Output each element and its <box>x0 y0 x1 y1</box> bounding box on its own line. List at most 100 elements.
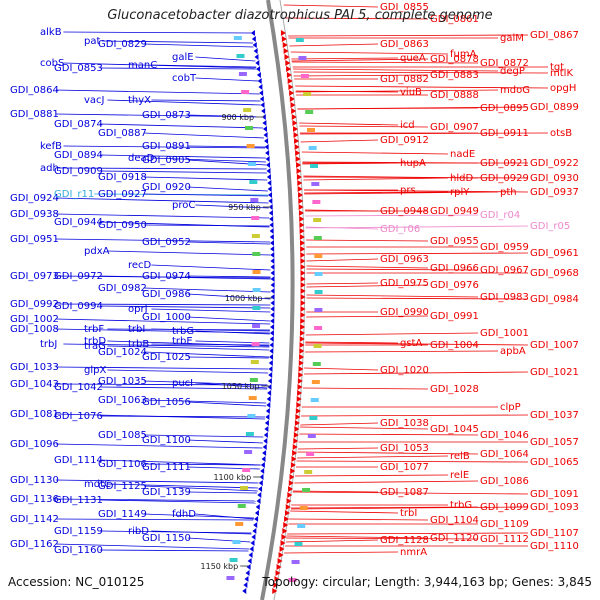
minus-strand-gene-arrow <box>268 360 273 366</box>
left-gene-label: manC <box>128 60 157 71</box>
right-gene-label: GDI_1091 <box>530 489 579 500</box>
plus-strand-gene-arrow <box>288 84 294 90</box>
feature-track-block <box>226 576 235 580</box>
left-connector-line <box>101 40 254 44</box>
left-connector-line <box>99 67 257 70</box>
right-gene-label: GDI_0966 <box>430 263 479 274</box>
right-connector-line <box>290 510 399 514</box>
plus-strand-gene-arrow <box>291 108 297 114</box>
right-connector-line <box>284 551 399 554</box>
right-gene-label: GDI_0961 <box>530 248 579 259</box>
left-gene-label: GDI_0944 <box>54 217 103 228</box>
left-gene-label: oprJ <box>128 304 148 315</box>
left-connector-line <box>107 483 258 489</box>
left-connector-line <box>99 386 268 390</box>
plus-strand-gene-arrow <box>300 240 305 246</box>
plus-strand-gene-arrow <box>288 480 294 486</box>
label-connector-lines <box>55 4 549 554</box>
feature-track-block <box>241 90 250 94</box>
right-gene-label: rplY <box>450 187 470 198</box>
left-connector-line <box>55 197 269 204</box>
plus-strand-gene-arrow <box>299 216 305 222</box>
left-gene-label: GDI_1076 <box>54 411 103 422</box>
right-connector-line <box>293 74 429 77</box>
right-gene-label: GDI_0899 <box>530 102 579 113</box>
right-gene-label: hldD <box>450 173 473 184</box>
plus-strand-gene-arrow <box>286 66 292 72</box>
left-gene-label: GDI_1142 <box>10 514 59 525</box>
left-connector-line <box>187 356 269 359</box>
left-gene-label: traG <box>84 341 106 352</box>
right-gene-label: GDI_0867 <box>530 30 579 41</box>
right-gene-label: GDI_0949 <box>430 206 479 217</box>
minus-strand-gene-arrow <box>270 294 275 300</box>
plus-strand-gene-arrow <box>290 102 296 108</box>
feature-track-block <box>246 144 255 148</box>
plus-strand-gene-arrow <box>300 282 306 288</box>
left-gene-label: GDI_0864 <box>10 85 59 96</box>
right-gene-label: hupA <box>400 158 426 169</box>
feature-track-block <box>252 288 261 292</box>
right-gene-label: GDI_0907 <box>430 122 479 133</box>
right-gene-label: GDI_1093 <box>530 502 579 513</box>
left-gene-label: cobS <box>40 58 64 69</box>
left-gene-label: ribD <box>128 526 149 537</box>
left-connector-line <box>55 498 257 502</box>
left-connector-line <box>99 499 256 504</box>
plus-strand-gene-arrow <box>294 138 300 144</box>
right-gene-label: GDI_1109 <box>480 519 529 530</box>
feature-track-block <box>314 254 323 258</box>
plus-strand-gene-arrow <box>296 162 302 168</box>
left-gene-label: GDI_0887 <box>98 128 147 139</box>
feature-track-block <box>251 234 260 238</box>
right-connector-line <box>306 282 379 285</box>
right-gene-label: nmrA <box>400 547 427 558</box>
minus-strand-gene-arrow <box>243 582 248 588</box>
plus-strand-gene-arrow <box>280 540 286 546</box>
feature-track-block <box>244 450 253 454</box>
right-gene-label: trbI <box>400 508 417 519</box>
left-connector-line <box>195 382 268 389</box>
left-gene-label: trbB <box>128 339 149 350</box>
plus-strand-gene-arrow <box>294 144 300 150</box>
minus-strand-gene-arrow <box>270 240 274 246</box>
right-gene-label: fumA <box>450 49 477 60</box>
left-gene-label: GDI_1150 <box>142 533 191 544</box>
kbp-marker-label: 1150 kbp <box>201 562 239 571</box>
right-connector-line <box>290 506 529 510</box>
feature-track-block <box>306 128 315 132</box>
plus-strand-gene-arrow <box>287 78 293 84</box>
left-connector-line <box>55 213 270 219</box>
plus-strand-gene-arrow <box>299 348 305 354</box>
left-gene-label: glpX <box>84 365 106 376</box>
left-gene-label: GDI_1035 <box>98 376 147 387</box>
right-connector-line <box>292 491 529 495</box>
minus-strand-gene-arrow <box>253 522 258 528</box>
kbp-marker-label: 1100 kbp <box>213 473 251 482</box>
feature-track-block <box>304 470 313 474</box>
plus-strand-gene-arrow <box>300 264 306 270</box>
right-gene-label: GDI_0911 <box>480 128 529 139</box>
minus-strand-gene-arrow <box>249 546 254 552</box>
plus-strand-gene-arrow <box>287 492 293 498</box>
minus-strand-gene-arrow <box>254 516 259 522</box>
left-connector-line <box>195 56 256 62</box>
left-gene-label: GDI_1100 <box>142 435 191 446</box>
left-connector-line <box>187 293 271 300</box>
left-connector-line <box>143 463 261 466</box>
right-connector-line <box>302 387 429 390</box>
left-connector-line <box>195 513 254 520</box>
minus-strand-gene-arrow <box>263 438 268 444</box>
right-gene-label: GDI_0975 <box>380 278 429 289</box>
minus-strand-gene-arrow <box>269 330 274 336</box>
right-connector-line <box>303 176 529 179</box>
left-gene-label: GDI_0891 <box>142 141 191 152</box>
minus-strand-gene-arrow <box>265 408 270 414</box>
left-gene-label: proC <box>172 200 195 211</box>
minus-strand-gene-arrow <box>255 504 260 510</box>
feature-track-block <box>294 542 303 546</box>
minus-strand-gene-arrow <box>250 30 255 36</box>
minus-strand-gene-arrow <box>247 558 252 564</box>
minus-strand-gene-arrow <box>270 282 275 288</box>
